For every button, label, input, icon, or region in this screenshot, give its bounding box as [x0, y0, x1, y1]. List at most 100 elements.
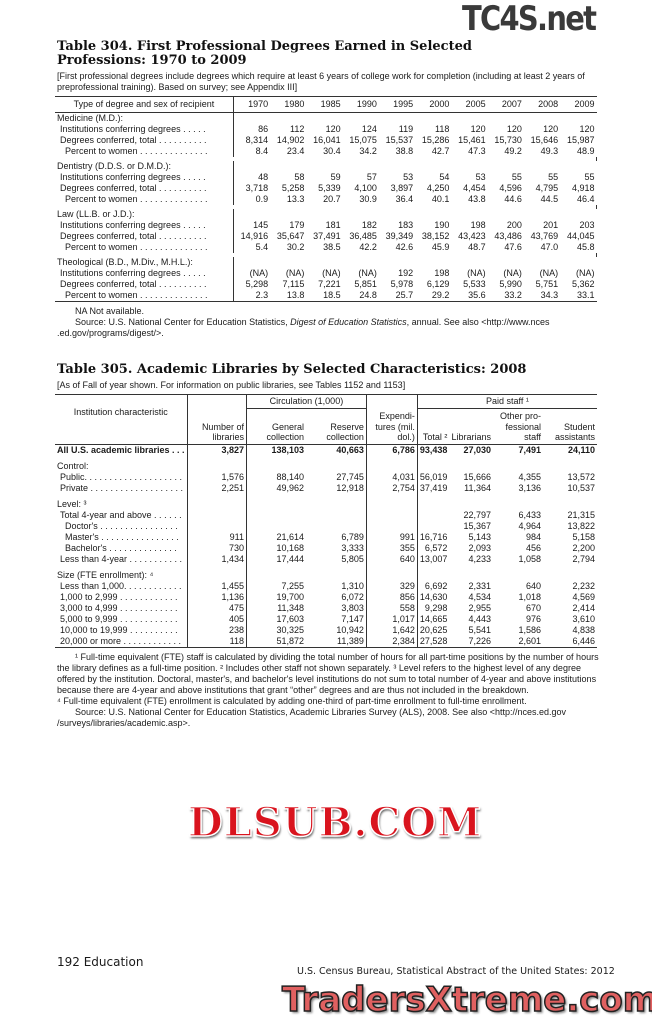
- cell-value: 4,838: [572, 624, 595, 635]
- cell-value: 11,364: [464, 482, 491, 493]
- row-label: Degrees conferred, total . . . . . . . .…: [55, 135, 234, 146]
- year-header: 1980: [270, 96, 307, 113]
- empty-cell: [451, 113, 487, 125]
- row-label: Less than 1,000. . . . . . . . . . . .: [55, 580, 188, 592]
- empty-cell: [270, 161, 306, 172]
- watermark-logo: TC4S.net: [462, 0, 597, 39]
- cell-value: 1,586: [518, 624, 541, 635]
- group-row: Control:: [55, 460, 597, 472]
- cell-value: 5,541: [468, 624, 491, 635]
- empty-cell: [543, 499, 597, 510]
- cell-value: 238: [187, 624, 247, 636]
- cell-value: 6,572: [424, 542, 448, 553]
- table-row: Percent to women . . . . . . . . . . . .…: [55, 146, 597, 157]
- cell-value: 5,533: [463, 279, 486, 289]
- cell-value: 5,258: [281, 183, 305, 193]
- cell-value: [306, 509, 367, 521]
- cell-value: [187, 520, 247, 532]
- cell-value: 200: [506, 220, 522, 230]
- spacer-row: [55, 493, 597, 499]
- cell-value: 38.8: [395, 146, 414, 156]
- cell-value: 4,100: [354, 183, 377, 193]
- empty-cell: [270, 113, 306, 125]
- cell-value: 49.2: [504, 146, 522, 156]
- spacer-row: [55, 205, 597, 209]
- year-header: 2000: [415, 96, 452, 113]
- cell-value: 14,665: [419, 613, 448, 624]
- cell-value: 20.7: [323, 194, 341, 204]
- empty-cell: [379, 257, 415, 268]
- cell-value: 36,485: [349, 231, 377, 241]
- cell-value: 27,745: [306, 471, 367, 483]
- empty-cell: [306, 161, 342, 172]
- empty-cell: [246, 570, 306, 581]
- cell-value: 1,434: [187, 553, 247, 565]
- empty-cell: [270, 209, 306, 220]
- empty-cell: [306, 498, 367, 510]
- table-row: Degrees conferred, total . . . . . . . .…: [55, 135, 597, 146]
- year-header: 1985: [306, 96, 343, 113]
- spacer-row: [55, 253, 597, 257]
- cell-value: 4,964: [518, 520, 541, 531]
- empty-cell: [233, 113, 270, 125]
- cell-value: 7,221: [318, 279, 341, 289]
- cell-value: 6,786: [366, 444, 418, 456]
- table-305: Institution characteristic Number of lib…: [55, 394, 597, 648]
- cell-value: 4,031: [366, 471, 418, 483]
- cell-value: 2,093: [468, 542, 491, 553]
- content-column: Table 304. First Professional Degrees Ea…: [55, 40, 599, 729]
- cell-value: 2,754: [366, 482, 418, 494]
- row-label: Doctor's . . . . . . . . . . . . . . . .: [55, 520, 188, 532]
- cell-value: 43,423: [458, 231, 486, 241]
- empty-cell: [488, 161, 524, 172]
- cell-value: 2,601: [518, 635, 541, 646]
- cell-value: [246, 521, 306, 532]
- cell-value: 15,286: [421, 135, 450, 145]
- table-row: Institutions conferring degrees . . . . …: [55, 220, 597, 231]
- empty-cell: [379, 161, 415, 172]
- cell-value: 4,454: [463, 183, 486, 193]
- source-text: , annual. See also <http://www.nces .ed.…: [57, 317, 550, 338]
- cell-value: (NA): [539, 268, 559, 278]
- empty-cell: [488, 209, 524, 220]
- empty-cell: [246, 499, 306, 510]
- table-row: Degrees conferred, total . . . . . . . .…: [55, 183, 597, 194]
- row-label: 5,000 to 9,999 . . . . . . . . . . . .: [55, 613, 188, 625]
- cell-value: 33.2: [504, 290, 522, 300]
- empty-cell: [187, 460, 247, 472]
- spacer: [55, 564, 188, 570]
- cell-value: 54: [439, 172, 450, 182]
- group-label: Medicine (M.D.):: [55, 112, 234, 124]
- cell-value: (NA): [322, 268, 341, 278]
- group-label: Theological (B.D., M.Div., M.H.L.):: [55, 257, 234, 268]
- cell-value: 2,794: [572, 553, 595, 564]
- stub-header: Institution characteristic: [55, 394, 188, 445]
- cell-value: 24.8: [359, 290, 377, 300]
- cell-value: 53: [475, 172, 486, 182]
- other-professional-header: Other pro- fessional staff: [493, 408, 543, 445]
- cell-value: 13,007: [419, 553, 448, 564]
- table-row: Degrees conferred, total . . . . . . . .…: [55, 279, 597, 290]
- cell-value: (NA): [576, 268, 595, 278]
- table-row: Total 4-year and above . . . . . . 22,797…: [55, 509, 597, 521]
- cell-value: 119: [398, 124, 414, 134]
- table-304-headnote: [First professional degrees include degr…: [57, 71, 585, 92]
- cell-value: [366, 509, 418, 521]
- cell-value: 55: [584, 172, 595, 182]
- cell-value: 4,534: [468, 591, 491, 602]
- total-header: Total ²: [417, 408, 450, 445]
- cell-value: 30,325: [276, 624, 305, 635]
- cell-value: [306, 520, 367, 532]
- cell-value: 37,419: [419, 482, 448, 493]
- cell-value: 2,251: [187, 482, 247, 494]
- table-row: Public. . . . . . . . . . . . . . . . . …: [55, 471, 597, 483]
- cell-value: 55: [511, 172, 522, 182]
- cell-value: 57: [366, 172, 377, 182]
- empty-cell: [417, 499, 449, 510]
- empty-cell: [187, 569, 247, 581]
- cell-value: 198: [434, 268, 450, 278]
- cell-value: 15,646: [530, 135, 559, 145]
- cell-value: 1,310: [306, 580, 367, 592]
- cell-value: 23.4: [286, 146, 305, 156]
- spacer: [55, 253, 597, 257]
